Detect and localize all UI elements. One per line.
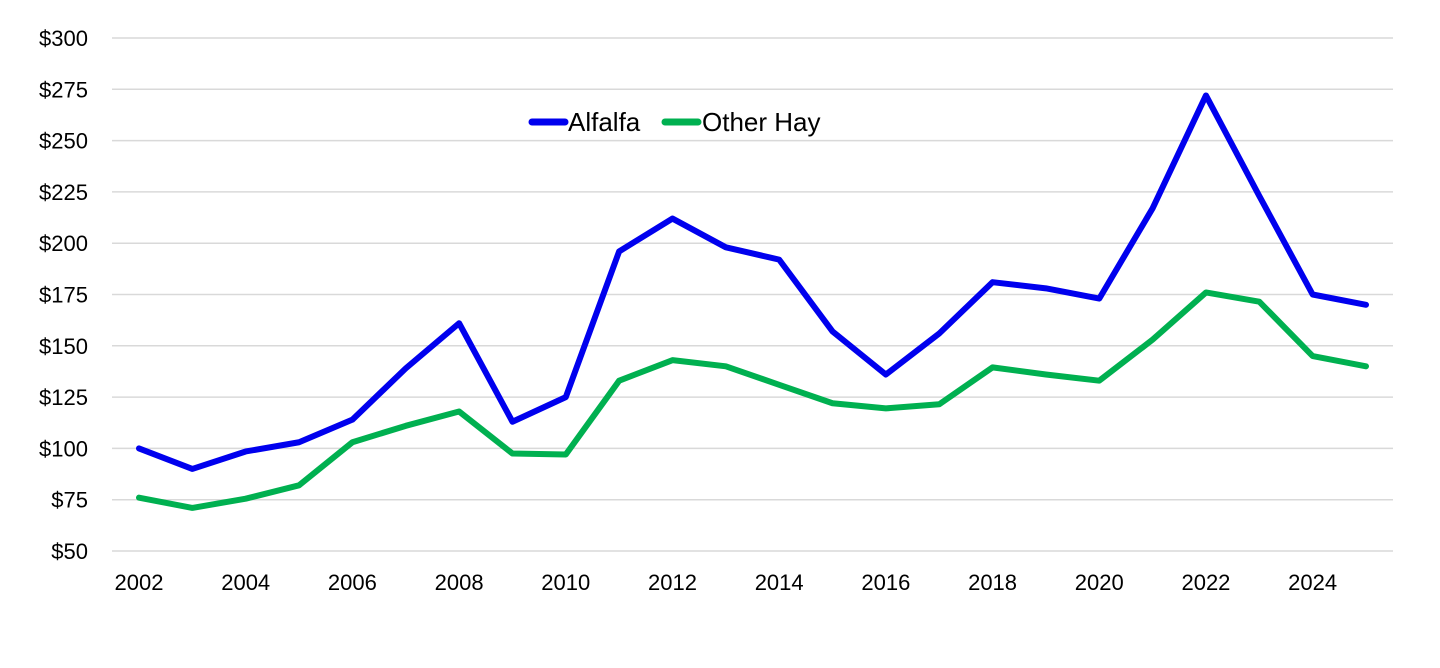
y-tick-label: $150	[39, 334, 88, 359]
y-tick-label: $200	[39, 231, 88, 256]
x-axis-ticks: 2002 2004 2006 2008 2010 2012 2014 2016 2018 2020…	[115, 570, 1338, 595]
series-line-other-hay	[136, 289, 1369, 511]
y-tick-label: $50	[51, 539, 88, 564]
legend-label-other-hay: Other Hay	[702, 107, 821, 137]
x-tick-label: 2012	[648, 570, 697, 595]
x-tick-label: 2020	[1075, 570, 1124, 595]
x-tick-label: 2004	[221, 570, 270, 595]
x-tick-label: 2018	[968, 570, 1017, 595]
y-tick-label: $275	[39, 77, 88, 102]
x-tick-label: 2014	[755, 570, 804, 595]
x-tick-label: 2010	[541, 570, 590, 595]
y-tick-label: $225	[39, 180, 88, 205]
y-tick-label: $300	[39, 26, 88, 51]
series-lines	[136, 92, 1369, 511]
y-tick-label: $100	[39, 436, 88, 461]
x-tick-label: 2016	[861, 570, 910, 595]
x-tick-label: 2022	[1181, 570, 1230, 595]
y-tick-label: $250	[39, 129, 88, 154]
x-tick-label: 2006	[328, 570, 377, 595]
y-tick-label: $125	[39, 385, 88, 410]
y-tick-label: $175	[39, 283, 88, 308]
y-tick-label: $75	[51, 488, 88, 513]
series-line-alfalfa	[136, 92, 1369, 472]
x-tick-label: 2024	[1288, 570, 1337, 595]
legend-label-alfalfa: Alfalfa	[568, 107, 641, 137]
y-axis-ticks: $50 $75 $100 $125 $150 $175 $200 $225 $250 $275 $3…	[39, 26, 88, 564]
x-tick-label: 2008	[435, 570, 484, 595]
x-tick-label: 2002	[115, 570, 164, 595]
legend: Alfalfa Other Hay	[528, 107, 821, 137]
gridlines	[112, 37, 1393, 552]
